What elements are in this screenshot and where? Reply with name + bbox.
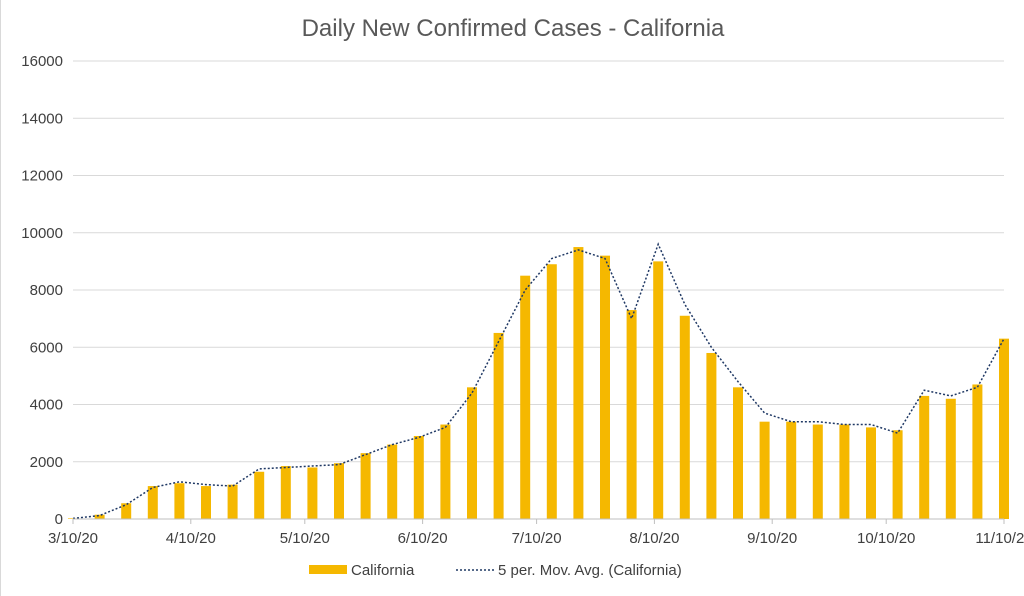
bar-california xyxy=(520,275,531,519)
legend-label-moving-average: 5 per. Mov. Avg. (California) xyxy=(498,562,682,579)
bar-california xyxy=(600,255,610,519)
y-tick-label: 0 xyxy=(55,511,63,528)
legend-swatch-california xyxy=(309,565,347,574)
x-tick-label: 6/10/20 xyxy=(398,530,448,547)
bar-california xyxy=(307,467,318,519)
bar-california xyxy=(972,384,983,519)
bar-california xyxy=(467,387,477,519)
bar-california xyxy=(573,247,584,519)
legend-label-california: California xyxy=(351,562,415,579)
bar-california xyxy=(413,435,424,519)
x-tick-label: 10/10/20 xyxy=(857,530,915,547)
bar-california xyxy=(254,471,265,519)
bar-california xyxy=(759,421,770,519)
x-tick-label: 5/10/20 xyxy=(280,530,330,547)
y-tick-label: 4000 xyxy=(30,397,63,414)
x-tick-label: 3/10/20 xyxy=(48,530,98,547)
bar-california xyxy=(440,424,451,519)
y-tick-label: 14000 xyxy=(21,110,63,127)
bar-california xyxy=(201,486,211,519)
legend: California 5 per. Mov. Avg. (California) xyxy=(309,562,682,579)
y-tick-label: 10000 xyxy=(21,225,63,242)
bar-california xyxy=(653,261,664,519)
moving-average-line xyxy=(72,242,1005,520)
bar-california xyxy=(786,421,797,519)
bar-california xyxy=(147,486,158,519)
bar-california xyxy=(839,424,850,519)
y-tick-label: 8000 xyxy=(30,282,63,299)
x-tick-label: 9/10/20 xyxy=(747,530,797,547)
bar-california xyxy=(227,484,238,519)
y-tick-label: 6000 xyxy=(30,339,63,356)
bar-california xyxy=(174,483,185,519)
bar-california xyxy=(866,427,876,519)
x-axis: 3/10/20 4/10/20 5/10/20 6/10/20 7/10/20 8/10/… xyxy=(48,519,1024,547)
bars-california xyxy=(68,247,1009,519)
x-tick-label: 8/10/20 xyxy=(629,530,679,547)
chart-title: Daily New Confirmed Cases - California xyxy=(302,15,725,42)
bar-california xyxy=(733,387,743,519)
x-tick-label: 11/10/20 xyxy=(975,530,1024,547)
bar-california xyxy=(387,444,398,519)
y-tick-label: 12000 xyxy=(21,168,63,185)
y-tick-label: 16000 xyxy=(21,53,63,70)
bar-california xyxy=(945,398,956,519)
bar-california xyxy=(919,395,930,519)
bar-california xyxy=(626,310,637,519)
x-tick-label: 7/10/20 xyxy=(512,530,562,547)
bar-california xyxy=(812,424,823,519)
bar-california xyxy=(280,466,291,519)
bar-california xyxy=(121,503,132,519)
bar-california xyxy=(546,264,557,519)
bar-california xyxy=(334,463,344,519)
bar-california xyxy=(679,315,690,519)
bar-california xyxy=(706,352,717,519)
bar-california xyxy=(493,332,504,519)
bar-california xyxy=(892,430,903,519)
y-tick-label: 2000 xyxy=(30,454,63,471)
x-tick-label: 4/10/20 xyxy=(166,530,216,547)
bar-california xyxy=(360,453,371,519)
bar-california xyxy=(94,514,105,519)
gridlines xyxy=(73,60,1004,463)
bar-california xyxy=(999,338,1009,519)
y-axis: 0 2000 4000 6000 8000 10000 12000 14000 16000 xyxy=(21,53,63,528)
